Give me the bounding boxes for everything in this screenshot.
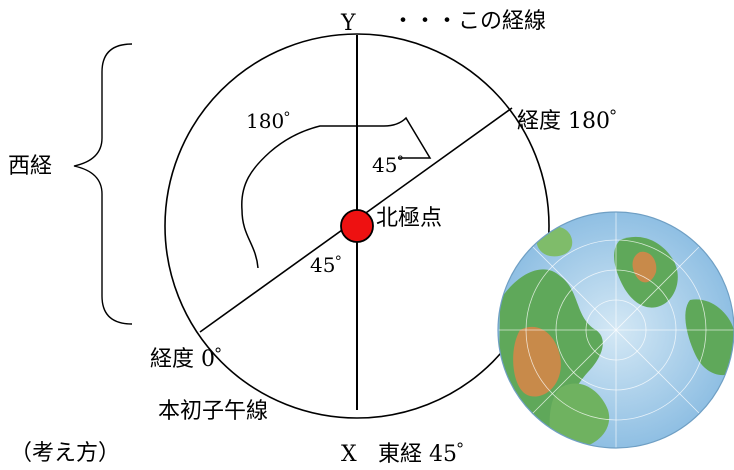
east-longitude-45-label: 東経 45゜ [378, 442, 479, 467]
north-polar-globe-icon [497, 211, 734, 449]
west-longitude-brace [73, 43, 133, 325]
earth-circle [164, 33, 550, 419]
this-meridian-label: ・・・この経線 [392, 9, 546, 34]
rotation-arrow [241, 116, 432, 269]
prime-meridian-label: 本初子午線 [158, 399, 268, 424]
angle-45-lower-label: 45゜ [310, 253, 355, 277]
west-longitude-label: 西経 [8, 154, 52, 179]
approach-label: （考え方） [10, 441, 120, 466]
longitude-180-label: 経度 180゜ [517, 109, 632, 134]
longitude-0-label: 経度 0゜ [150, 347, 237, 372]
angle-45-upper-label: 45゜ [372, 153, 417, 177]
angle-180-left-label: 180゜ [246, 109, 304, 133]
y-axis-label: Y [340, 11, 356, 36]
north-pole-label: 北極点 [376, 206, 442, 231]
north-pole-dot [340, 209, 374, 243]
x-axis-label: X [341, 442, 357, 467]
